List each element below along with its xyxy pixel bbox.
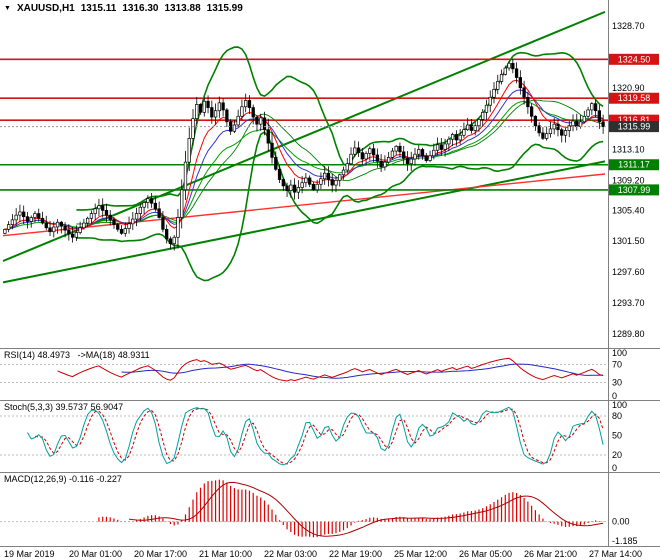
time-axis[interactable]: 19 Mar 2019 20 Mar 01:00 20 Mar 17:00 21 Ma…	[0, 546, 660, 560]
price-chart-panel: 1328.70 1320.90 1313.10 1309.20 1305.40 1301.…	[0, 0, 660, 348]
indicator-axis-label: 20	[612, 450, 622, 460]
ohlc-close: 1315.99	[206, 3, 243, 14]
indicator-axis-label: 80	[612, 411, 622, 421]
price-axis-label: 1313.10	[612, 144, 645, 154]
resistance-badge[interactable]	[609, 92, 659, 104]
time-axis-label: 19 Mar 2019	[4, 549, 55, 559]
indicator-axis-label: 0	[612, 463, 617, 472]
indicator-axis-label: 100	[612, 400, 627, 410]
time-axis-label: 25 Mar 12:00	[394, 549, 448, 559]
current-badge-label: 1315.99	[618, 122, 651, 132]
indicator-axis-label: 30	[612, 378, 622, 388]
price-axis-label: 1289.80	[612, 329, 645, 339]
macd-signal-line	[128, 481, 604, 537]
resistance-badge-label: 1319.58	[618, 93, 651, 103]
time-axis-label: 26 Mar 05:00	[459, 549, 513, 559]
time-axis-label: 22 Mar 19:00	[329, 549, 383, 559]
rsi-panel: 100 70 30 0 RSI(14) 48.4973 ->MA(18) 48.931…	[0, 348, 660, 400]
rsi-ma-line	[121, 363, 604, 379]
price-axis-label: 1293.70	[612, 298, 645, 308]
time-axis-label: 27 Mar 14:00	[589, 549, 643, 559]
support-badge[interactable]	[609, 159, 659, 171]
price-axis-label: 1309.20	[612, 175, 645, 185]
rsi-line	[57, 357, 604, 382]
ohlc-open: 1315.11	[80, 3, 117, 14]
price-chart-canvas[interactable]: 1328.70 1320.90 1313.10 1309.20 1305.40 1301.…	[0, 0, 660, 348]
time-axis-label: 21 Mar 10:00	[199, 549, 253, 559]
macd-panel: 0.00 -1.185 MACD(12,26,9) -0.116 -0.227	[0, 472, 660, 546]
symbol-label: XAUUSD,H1	[16, 3, 75, 14]
ohlc-low: 1313.88	[164, 3, 201, 14]
stoch-d-line	[34, 407, 604, 465]
stochastic-panel: 100 80 50 20 0 Stoch(5,3,3) 39.5737 56.9047	[0, 400, 660, 472]
resistance-badge-label: 1324.50	[618, 54, 651, 64]
indicator-axis-label: 50	[612, 431, 622, 441]
support-resistance-lines[interactable]	[0, 58, 608, 191]
time-axis-label: 20 Mar 17:00	[134, 549, 188, 559]
macd-min-label: -1.185	[612, 536, 638, 546]
trend-lines	[2, 10, 606, 284]
indicator-axis-label: 100	[612, 348, 627, 358]
price-axis-label: 1297.60	[612, 267, 645, 277]
symbol-info: ▼ XAUUSD,H1 1315.11 1316.30 1313.88 1315…	[4, 3, 243, 14]
indicator-axis-label: 0	[612, 391, 617, 400]
stoch-k-line	[27, 406, 604, 466]
support-badge-label: 1311.17	[618, 160, 650, 170]
time-axis-label: 20 Mar 01:00	[69, 549, 123, 559]
support-badge-label: 1307.99	[618, 185, 651, 195]
rsi-label: RSI(14) 48.4973 ->MA(18) 48.9311	[4, 350, 150, 360]
resistance-badge-label: 1316.81	[618, 115, 651, 125]
moving-averages	[4, 79, 604, 231]
macd-label: MACD(12,26,9) -0.116 -0.227	[4, 474, 122, 484]
rsi-canvas[interactable]: 100 70 30 0	[0, 348, 660, 400]
price-axis-label: 1305.40	[612, 205, 645, 215]
ohlc-high: 1316.30	[122, 3, 159, 14]
macd-zero-label: 0.00	[612, 517, 630, 527]
price-axis-label: 1320.90	[612, 83, 645, 93]
time-axis-label: 26 Mar 21:00	[524, 549, 578, 559]
price-axis-label: 1301.50	[612, 236, 645, 246]
macd-histogram	[98, 479, 604, 538]
price-axis-labels: 1328.70 1320.90 1313.10 1309.20 1305.40 1301.…	[612, 21, 645, 339]
time-axis-label: 22 Mar 03:00	[264, 549, 318, 559]
symbol-dropdown-icon[interactable]: ▼	[4, 4, 11, 12]
current-badge[interactable]	[609, 121, 659, 133]
macd-canvas[interactable]: 0.00 -1.185	[0, 472, 660, 546]
price-axis-label: 1328.70	[612, 21, 645, 31]
resistance-badge[interactable]	[609, 114, 659, 126]
support-badge[interactable]	[609, 184, 659, 196]
candles-layer	[3, 58, 605, 251]
stochastic-label: Stoch(5,3,3) 39.5737 56.9047	[4, 402, 124, 412]
resistance-badge[interactable]	[609, 53, 659, 65]
indicator-axis-label: 70	[612, 360, 622, 370]
